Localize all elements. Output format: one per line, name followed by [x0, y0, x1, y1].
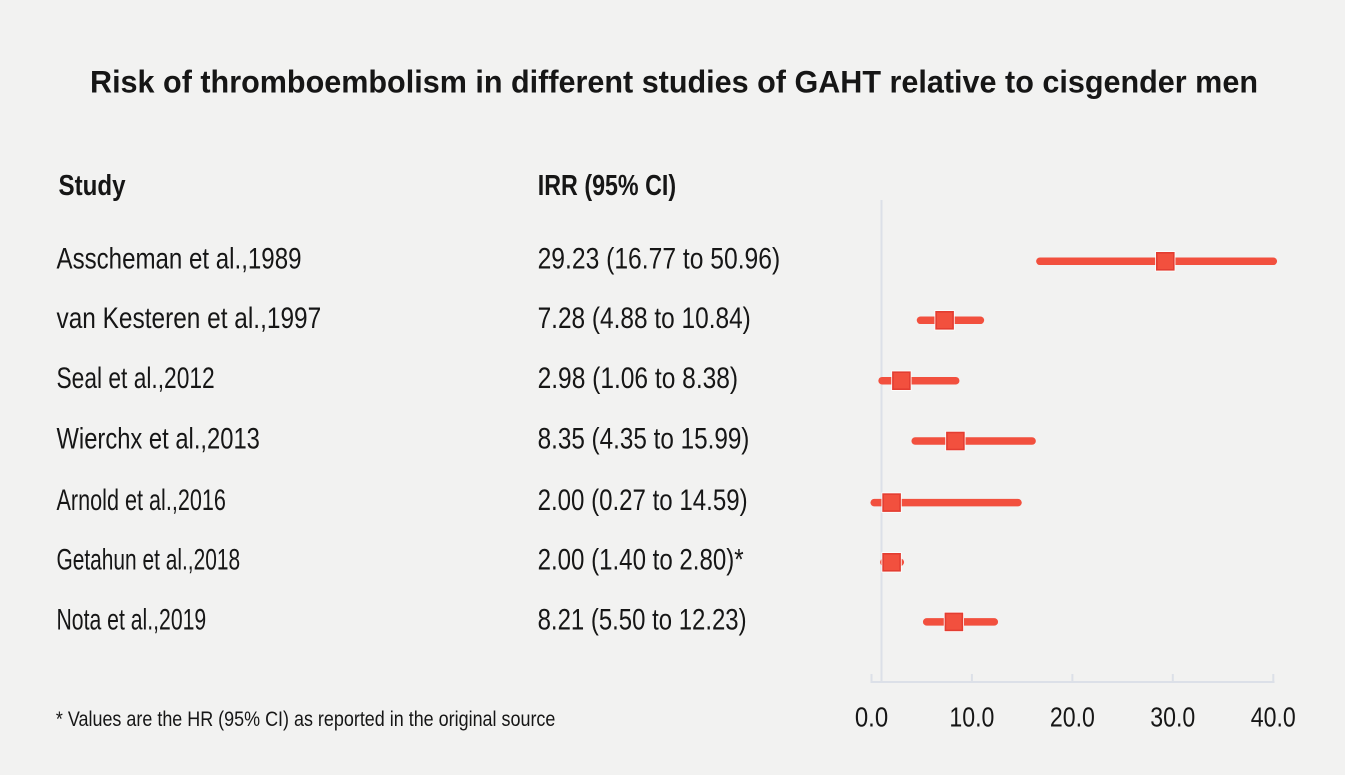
svg-text:8.35 (4.35 to 15.99): 8.35 (4.35 to 15.99) — [538, 422, 750, 455]
svg-text:2.98 (1.06 to 8.38): 2.98 (1.06 to 8.38) — [538, 362, 739, 395]
svg-text:Arnold et al.,2016: Arnold et al.,2016 — [57, 484, 226, 517]
svg-text:Asscheman et al.,1989: Asscheman et al.,1989 — [57, 242, 302, 275]
svg-text:30.0: 30.0 — [1150, 701, 1195, 732]
svg-text:8.21 (5.50 to 12.23): 8.21 (5.50 to 12.23) — [538, 603, 747, 636]
svg-text:IRR (95% CI): IRR (95% CI) — [538, 170, 676, 202]
svg-text:10.0: 10.0 — [949, 701, 994, 732]
svg-text:2.00 (1.40 to 2.80)*: 2.00 (1.40 to 2.80)* — [538, 544, 744, 577]
svg-text:20.0: 20.0 — [1050, 701, 1095, 732]
svg-text:Wierchx et al.,2013: Wierchx et al.,2013 — [57, 422, 260, 455]
svg-text:Study: Study — [59, 170, 126, 202]
svg-text:* Values are the HR (95% CI) a: * Values are the HR (95% CI) as reported… — [56, 706, 556, 731]
svg-text:0.0: 0.0 — [855, 701, 888, 732]
svg-text:29.23 (16.77 to 50.96): 29.23 (16.77 to 50.96) — [538, 242, 781, 275]
svg-text:Seal et al.,2012: Seal et al.,2012 — [57, 362, 215, 395]
svg-text:7.28 (4.88 to 10.84): 7.28 (4.88 to 10.84) — [538, 302, 751, 335]
svg-text:40.0: 40.0 — [1251, 701, 1296, 732]
svg-text:van Kesteren et al.,1997: van Kesteren et al.,1997 — [57, 302, 322, 335]
svg-text:Getahun et al.,2018: Getahun et al.,2018 — [57, 544, 241, 577]
svg-text:Nota et al.,2019: Nota et al.,2019 — [57, 603, 207, 636]
svg-text:Risk of thromboembolism in dif: Risk of thromboembolism in different stu… — [90, 64, 1258, 100]
svg-text:2.00 (0.27 to 14.59): 2.00 (0.27 to 14.59) — [538, 484, 748, 517]
